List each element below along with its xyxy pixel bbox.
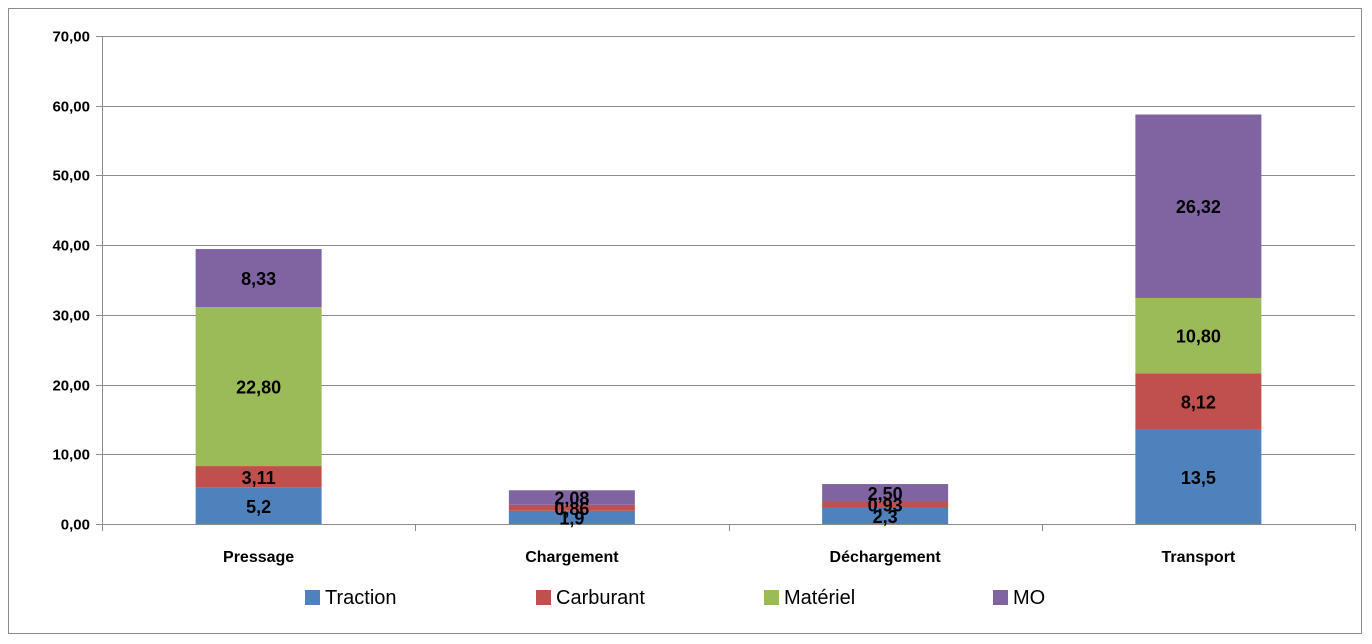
bar-segment-carburant — [508, 504, 635, 511]
legend-swatch — [305, 590, 320, 605]
legend-label: Matériel — [784, 587, 855, 609]
legend-swatch — [764, 590, 779, 605]
chart-frame: 0,00 10,00 20,00 30,00 40,00 50,00 60,00 70,00 P… — [8, 8, 1362, 634]
legend-swatch — [536, 590, 551, 605]
data-label: 2,3 — [873, 507, 898, 527]
legend-label: Carburant — [556, 587, 645, 609]
bar-segment-carburant — [195, 466, 322, 488]
bar-segment-mo — [1135, 114, 1262, 298]
data-label: 8,33 — [241, 269, 276, 289]
bar-segment-traction — [822, 507, 949, 524]
y-tick-label: 50,00 — [52, 168, 90, 185]
x-tick-label: Pressage — [223, 549, 294, 566]
bar-segment-traction — [1135, 429, 1262, 524]
data-label: 8,12 — [1181, 393, 1216, 413]
bar-segment-mo — [508, 490, 635, 505]
data-label: 2,08 — [554, 489, 589, 509]
bar-segment-traction — [508, 510, 635, 524]
data-label: 0,86 — [554, 499, 589, 519]
data-label: 10,80 — [1176, 327, 1221, 347]
stacked-bar-chart: 0,00 10,00 20,00 30,00 40,00 50,00 60,00 70,00 P… — [52, 29, 1356, 609]
x-tick-label: Transport — [1161, 549, 1235, 566]
y-tick-label: 40,00 — [52, 238, 90, 255]
data-label: 5,2 — [246, 497, 271, 517]
bar-segment-matériel — [195, 307, 322, 467]
y-tick-label: 20,00 — [52, 378, 90, 395]
legend-swatch — [993, 590, 1008, 605]
bar-segment-carburant — [822, 501, 949, 508]
bar-segment-mo — [822, 484, 949, 502]
y-tick-label: 30,00 — [52, 308, 90, 325]
data-label: 0,93 — [868, 496, 903, 516]
data-label: 3,11 — [242, 468, 276, 488]
data-labels: 5,2 3,11 22,80 8,33 1,90,862,08 2,30,932,50 13… — [236, 197, 1221, 528]
data-label: 13,5 — [1181, 468, 1216, 488]
x-tick-label: Chargement — [525, 549, 619, 566]
bars — [195, 114, 1262, 524]
y-tick-label: 60,00 — [52, 99, 90, 116]
y-tick-label: 0,00 — [61, 517, 90, 534]
legend-label: MO — [1013, 587, 1045, 609]
axes: 0,00 10,00 20,00 30,00 40,00 50,00 60,00 70,00 P… — [52, 29, 1356, 566]
y-tick-label: 70,00 — [52, 29, 90, 46]
x-tick-label: Déchargement — [830, 549, 942, 566]
legend: Traction Carburant Matériel MO — [305, 587, 1045, 609]
bar-segment-mo — [195, 249, 322, 308]
data-label: 22,80 — [236, 378, 281, 398]
bar-segment-carburant — [1135, 373, 1262, 430]
data-label: 26,32 — [1176, 197, 1221, 217]
y-tick-label: 10,00 — [52, 447, 90, 464]
data-label: 1,9 — [559, 508, 584, 528]
bar-segment-matériel — [1135, 297, 1262, 374]
legend-label: Traction — [325, 587, 397, 609]
bar-segment-traction — [195, 487, 322, 524]
data-label: 2,50 — [868, 484, 903, 504]
